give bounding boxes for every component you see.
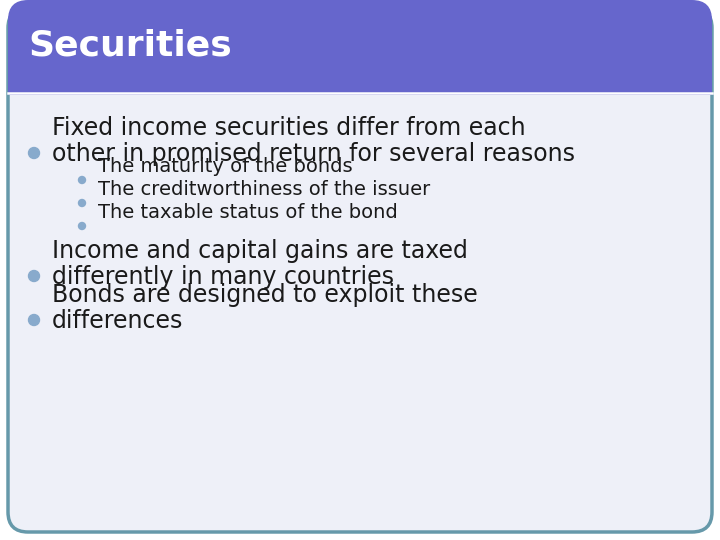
Circle shape — [29, 147, 40, 159]
Bar — [8, 70, 712, 95]
Text: The taxable status of the bond: The taxable status of the bond — [98, 203, 397, 222]
Circle shape — [78, 177, 86, 184]
Text: Income and capital gains are taxed: Income and capital gains are taxed — [52, 239, 468, 263]
Circle shape — [78, 199, 86, 206]
Text: differences: differences — [52, 309, 184, 333]
Circle shape — [29, 271, 40, 281]
Text: The maturity of the bonds: The maturity of the bonds — [98, 157, 353, 176]
Text: Fixed income securities differ from each: Fixed income securities differ from each — [52, 116, 526, 140]
FancyBboxPatch shape — [8, 0, 712, 95]
Text: Securities: Securities — [28, 29, 232, 63]
Text: differently in many countries: differently in many countries — [52, 265, 394, 289]
Circle shape — [78, 222, 86, 230]
FancyBboxPatch shape — [8, 8, 712, 532]
Text: other in promised return for several reasons: other in promised return for several rea… — [52, 142, 575, 166]
Text: The creditworthiness of the issuer: The creditworthiness of the issuer — [98, 180, 431, 199]
Circle shape — [29, 314, 40, 326]
Text: Bonds are designed to exploit these: Bonds are designed to exploit these — [52, 283, 478, 307]
